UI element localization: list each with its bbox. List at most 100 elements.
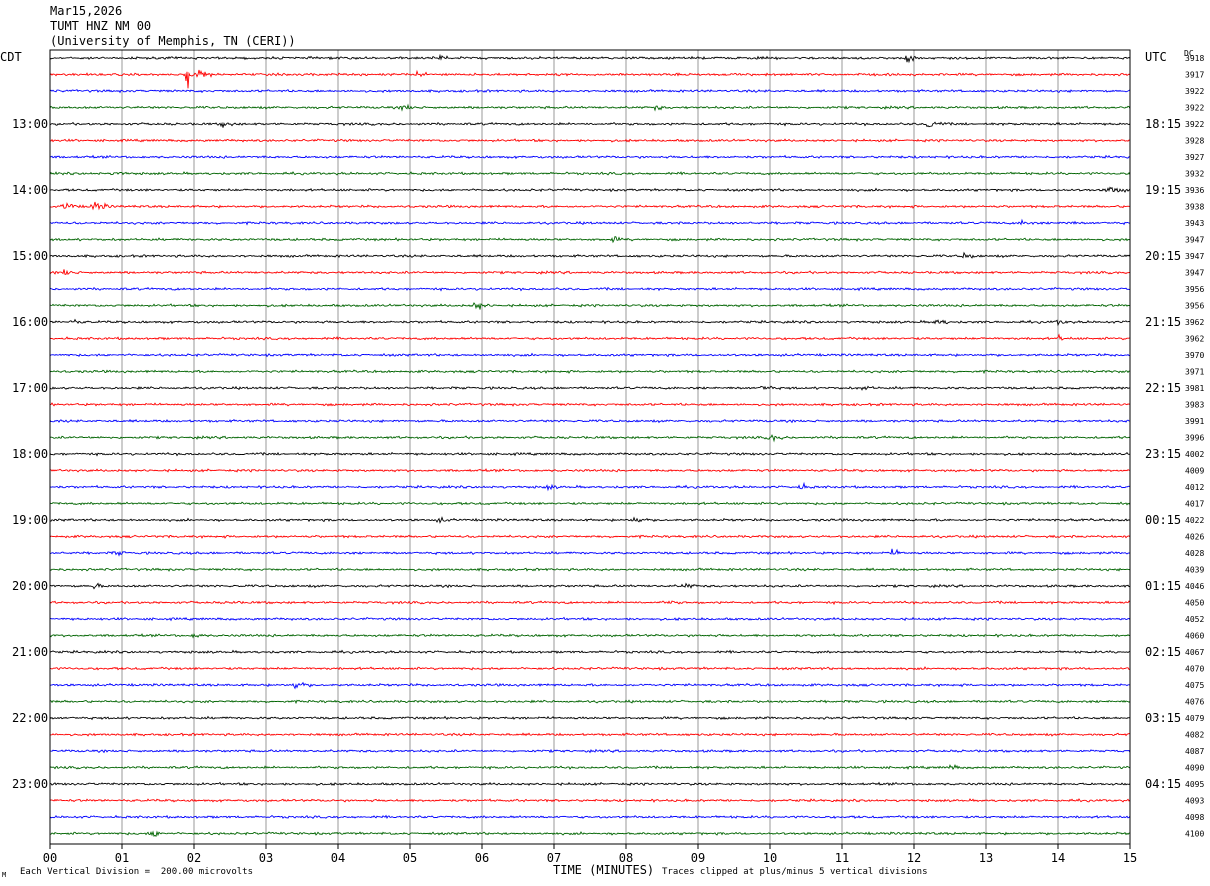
right-hour-label: 21:15: [1145, 315, 1181, 329]
dc-offset-label: 3932: [1185, 170, 1204, 179]
trace-line: [49, 154, 1131, 160]
dc-offset-label: 4100: [1185, 830, 1204, 839]
dc-offset-label: 4060: [1185, 632, 1204, 641]
x-tick-label: 10: [763, 851, 777, 865]
right-hour-label: 03:15: [1145, 711, 1181, 725]
trace-line: [49, 715, 1131, 721]
x-tick-label: 01: [115, 851, 129, 865]
left-hour-label: 21:00: [12, 645, 48, 659]
dc-offset-label: 3956: [1185, 302, 1204, 311]
left-timezone-label: CDT: [0, 50, 22, 64]
dc-offset-label: 4022: [1185, 516, 1204, 525]
dc-offset-label: 3922: [1185, 120, 1204, 129]
trace-line: [49, 814, 1131, 820]
trace-line: [49, 369, 1131, 375]
scale-note: Each Vertical Division = 200.00 microvol…: [20, 867, 253, 877]
dc-offset-label: 3918: [1185, 54, 1204, 63]
x-tick-label: 02: [187, 851, 201, 865]
trace-line: [49, 481, 1131, 492]
right-hour-label: 23:15: [1145, 447, 1181, 461]
trace-line: [49, 468, 1131, 473]
dc-offset-label: 3981: [1185, 384, 1204, 393]
left-hour-label: 22:00: [12, 711, 48, 725]
trace-line: [49, 600, 1131, 606]
dc-offset-label: 4076: [1185, 698, 1204, 707]
trace-line: [50, 830, 1131, 837]
trace-line: [49, 534, 1131, 540]
dc-offset-label: 4017: [1185, 500, 1204, 509]
dc-offset-label: 3947: [1185, 236, 1204, 245]
trace-line: [49, 681, 1131, 690]
dc-offset-label: 3943: [1185, 219, 1204, 228]
trace-line: [49, 318, 1131, 327]
x-axis-title: TIME (MINUTES): [553, 863, 655, 877]
x-tick-label: 12: [907, 851, 921, 865]
trace-line: [49, 235, 1131, 244]
x-tick-label: 05: [403, 851, 417, 865]
trace-line: [49, 218, 1131, 226]
dc-offset-label: 3938: [1185, 203, 1204, 212]
trace-line: [49, 582, 1131, 590]
trace-line: [49, 53, 1131, 64]
dc-offset-label: 3962: [1185, 335, 1204, 344]
right-hour-label: 04:15: [1145, 777, 1181, 791]
dc-offset-label: 4070: [1185, 665, 1204, 674]
dc-offset-label: 3971: [1185, 368, 1204, 377]
dc-offset-label: 4052: [1185, 615, 1204, 624]
trace-line: [49, 516, 1130, 524]
trace-line: [49, 186, 1131, 193]
x-tick-label: 04: [331, 851, 345, 865]
dc-offset-label: 3956: [1185, 285, 1204, 294]
x-tick-label: 00: [43, 851, 57, 865]
dc-offset-label: 4026: [1185, 533, 1204, 542]
x-tick-label: 15: [1123, 851, 1137, 865]
chart-station-title: TUMT HNZ NM 00: [50, 19, 152, 33]
x-tick-label: 07: [547, 851, 561, 865]
left-hour-label: 20:00: [12, 579, 48, 593]
trace-line: [49, 548, 1130, 557]
dc-offset-label: 4050: [1185, 599, 1204, 608]
trace-line: [49, 171, 1131, 176]
trace-line: [49, 418, 1131, 424]
trace-line: [49, 69, 1131, 89]
trace-line: [49, 434, 1131, 443]
trace-line: [49, 88, 1131, 94]
x-tick-label: 09: [691, 851, 705, 865]
trace-line: [50, 748, 1131, 754]
left-hour-label: 19:00: [12, 513, 48, 527]
chart-date: Mar15,2026: [50, 4, 123, 18]
dc-offset-label: 3996: [1185, 434, 1204, 443]
right-hour-label: 00:15: [1145, 513, 1181, 527]
dc-offset-label: 3917: [1185, 71, 1204, 80]
dc-offset-label: 3970: [1185, 351, 1204, 360]
trace-line: [49, 251, 1131, 259]
trace-line: [49, 352, 1131, 358]
trace-line: [49, 333, 1131, 341]
dc-offset-label: 3928: [1185, 137, 1204, 146]
trace-line: [49, 764, 1131, 771]
trace-line: [49, 798, 1131, 803]
seismic-traces: [49, 53, 1131, 837]
right-hour-label: 19:15: [1145, 183, 1181, 197]
trace-line: [49, 649, 1131, 655]
right-timezone-label: UTC: [1145, 50, 1167, 64]
trace-line: [49, 103, 1131, 112]
dc-offset-label: 4075: [1185, 681, 1204, 690]
trace-line: [49, 567, 1131, 572]
right-hour-label: 02:15: [1145, 645, 1181, 659]
dc-offset-label: 4093: [1185, 797, 1204, 806]
dc-offset-label: 4079: [1185, 714, 1204, 723]
dc-offset-label: 3947: [1185, 269, 1204, 278]
trace-line: [49, 269, 1130, 275]
dc-offset-label: 4046: [1185, 582, 1204, 591]
left-hour-label: 23:00: [12, 777, 48, 791]
dc-offset-label: 3922: [1185, 87, 1204, 96]
dc-offset-label: 4082: [1185, 731, 1204, 740]
trace-line: [49, 616, 1131, 622]
trace-line: [49, 501, 1131, 506]
dc-offset-label: 4067: [1185, 648, 1204, 657]
left-hour-label: 16:00: [12, 315, 48, 329]
corner-mark: M: [2, 871, 7, 879]
x-tick-label: 08: [619, 851, 633, 865]
